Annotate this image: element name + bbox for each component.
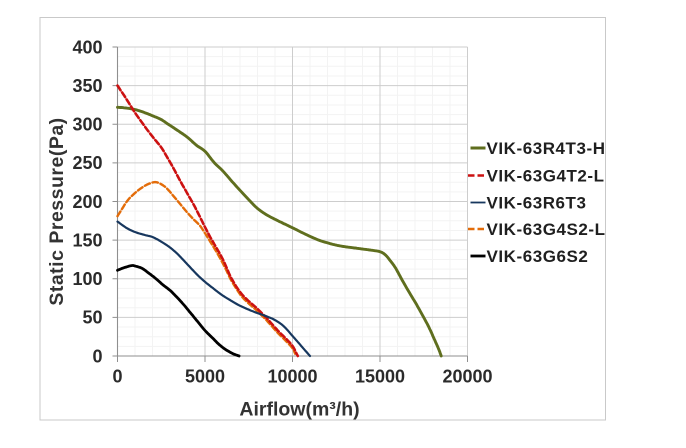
svg-text:Static Pressure(Pa): Static Pressure(Pa) (46, 117, 68, 305)
svg-text:400: 400 (72, 37, 102, 57)
svg-text:15000: 15000 (355, 367, 405, 387)
svg-text:Airflow(m³/h): Airflow(m³/h) (239, 399, 359, 421)
svg-text:150: 150 (72, 230, 102, 250)
svg-text:250: 250 (72, 153, 102, 173)
svg-text:0: 0 (92, 346, 102, 366)
svg-text:50: 50 (82, 308, 102, 328)
svg-text:200: 200 (72, 192, 102, 212)
svg-text:VIK-63R6T3: VIK-63R6T3 (487, 193, 587, 212)
svg-text:VIK-63G6S2: VIK-63G6S2 (487, 247, 589, 266)
svg-text:VIK-63G4T2-L: VIK-63G4T2-L (487, 166, 605, 185)
svg-text:VIK-63G4S2-L: VIK-63G4S2-L (487, 220, 606, 239)
svg-text:350: 350 (72, 76, 102, 96)
svg-text:100: 100 (72, 269, 102, 289)
svg-text:300: 300 (72, 115, 102, 135)
svg-text:VIK-63R4T3-H: VIK-63R4T3-H (487, 139, 606, 158)
svg-text:0: 0 (112, 367, 122, 387)
svg-text:10000: 10000 (267, 367, 317, 387)
svg-text:5000: 5000 (185, 367, 225, 387)
svg-text:20000: 20000 (442, 367, 492, 387)
